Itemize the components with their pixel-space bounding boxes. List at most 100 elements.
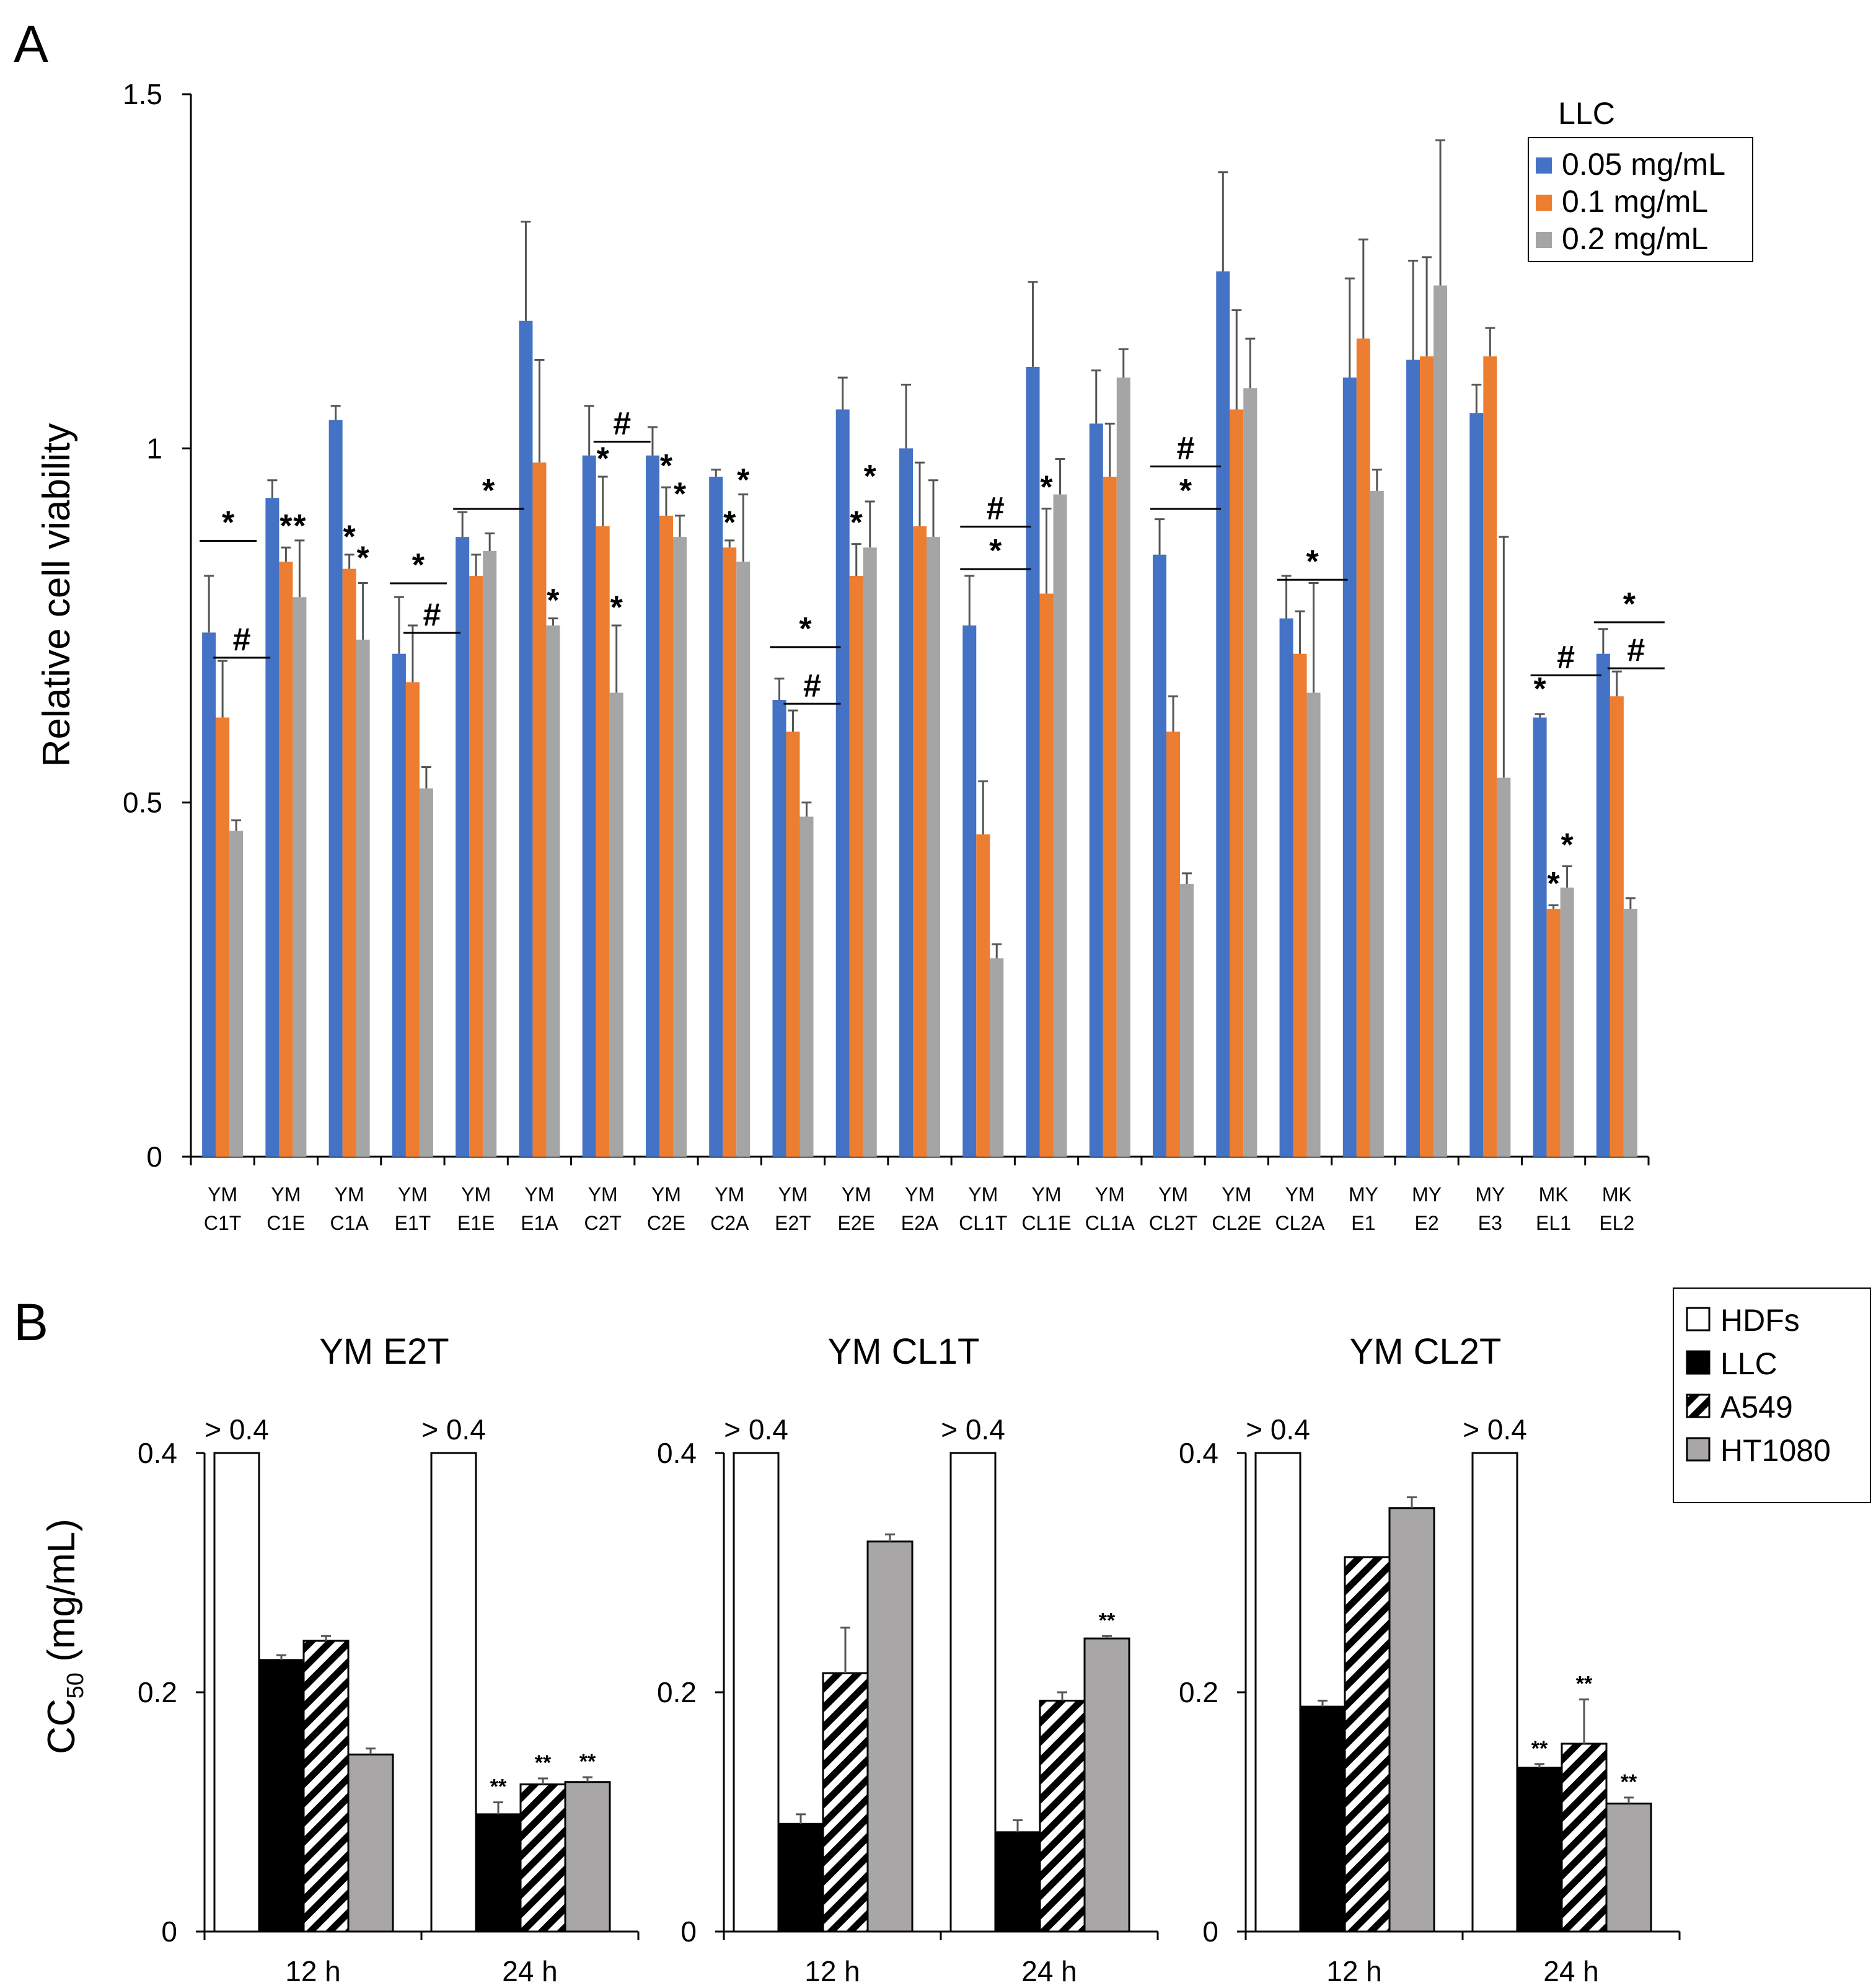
- bar-a549: [1344, 1556, 1391, 1933]
- y-tick-label: 0: [1202, 1915, 1218, 1948]
- bar-hdfs: [949, 1452, 997, 1933]
- bar-blue: [1153, 554, 1167, 1157]
- legend-label-0: 0.05 mg/mL: [1562, 147, 1725, 182]
- bar-gray: [1306, 692, 1321, 1157]
- panel-b-label: B: [14, 1293, 48, 1351]
- bar-hdfs: [213, 1452, 260, 1933]
- category-label-line2: C1T: [204, 1212, 241, 1234]
- category-label-line2: CL2A: [1275, 1212, 1326, 1234]
- bar-gray: [293, 597, 307, 1157]
- bar-orange: [1230, 409, 1244, 1157]
- significance-mark: *: [1547, 866, 1560, 902]
- bar-orange: [1103, 477, 1117, 1157]
- y-tick-label: 0: [146, 1141, 162, 1173]
- category-label-line2: E1A: [521, 1212, 558, 1234]
- group-label: 24 h: [502, 1955, 558, 1983]
- category-label-line2: C2T: [584, 1212, 621, 1234]
- legend-b-label-1: LLC: [1720, 1346, 1777, 1381]
- significance-mark: *: [1179, 473, 1192, 509]
- category-label-line2: E2T: [775, 1212, 811, 1234]
- bar-blue: [1533, 717, 1547, 1157]
- bar-orange: [405, 682, 420, 1157]
- bar-hdfs: [1254, 1452, 1301, 1933]
- category-label-line1: YM: [651, 1183, 681, 1206]
- significance-mark: **: [1576, 1672, 1593, 1696]
- panel-b-chart: CC50 (mg/mL) YM E2T 0 0.2 0.4 12 h > 0.4 24 h *…: [40, 1287, 1871, 1983]
- category-label-line2: CL2T: [1149, 1212, 1197, 1234]
- category-label-line1: YM: [1032, 1183, 1062, 1206]
- ylabel-unit: (mg/mL): [40, 1519, 83, 1672]
- y-tick-label: 1: [146, 432, 162, 464]
- category-label-line2: CL2E: [1212, 1212, 1261, 1234]
- bar-blue: [1342, 378, 1357, 1157]
- significance-mark: *: [989, 533, 1002, 569]
- bar-gray: [1433, 285, 1448, 1157]
- subplot-title: YM E2T: [319, 1332, 449, 1372]
- category-label-line1: MY: [1349, 1183, 1378, 1206]
- bar-blue: [519, 320, 533, 1157]
- significance-mark: *: [1623, 586, 1636, 622]
- significance-mark: *: [1561, 827, 1574, 863]
- bar-gray: [483, 551, 497, 1157]
- category-label-line2: CL1A: [1085, 1212, 1135, 1234]
- significance-mark: *: [723, 505, 736, 541]
- panel-a-legend: LLC 0.05 mg/mL 0.1 mg/mL 0.2 mg/mL: [1528, 96, 1753, 262]
- group-label: 24 h: [1543, 1955, 1599, 1983]
- category-label-line2: E2: [1415, 1212, 1439, 1234]
- significance-mark: *: [547, 583, 560, 619]
- bar-gray: [799, 816, 814, 1157]
- category-label-line1: MY: [1475, 1183, 1505, 1206]
- bar-blue: [265, 498, 280, 1157]
- overflow-label: > 0.4: [941, 1413, 1005, 1446]
- bar-blue: [456, 537, 470, 1157]
- bar-orange: [1610, 696, 1624, 1157]
- significance-mark: *: [850, 505, 863, 541]
- legend-swatch-hdfs: [1686, 1307, 1711, 1332]
- bar-gray: [1560, 887, 1574, 1157]
- y-tick-label: 0.4: [1179, 1437, 1218, 1469]
- significance-mark: *: [864, 459, 877, 495]
- group-label: 24 h: [1021, 1955, 1077, 1983]
- bar-orange: [723, 547, 737, 1157]
- y-tick-label: 0.4: [657, 1437, 697, 1469]
- ylabel-cc: CC: [40, 1698, 83, 1754]
- bar-orange: [1293, 653, 1307, 1157]
- bar-hdfs: [430, 1452, 477, 1933]
- bar-orange: [342, 568, 356, 1157]
- category-label-line1: YM: [588, 1183, 618, 1206]
- significance-mark: *: [222, 505, 235, 541]
- bar-orange: [532, 462, 547, 1157]
- bar-orange: [659, 515, 673, 1157]
- bar-orange: [976, 834, 990, 1157]
- significance-mark: *: [293, 508, 306, 544]
- bar-gray: [1370, 490, 1384, 1157]
- legend-label-1: 0.1 mg/mL: [1562, 184, 1708, 219]
- significance-mark: *: [1533, 671, 1546, 707]
- significance-mark: *: [280, 508, 293, 544]
- legend-swatch-gray: [1536, 232, 1552, 248]
- bar-blue: [582, 455, 596, 1157]
- bar-blue: [835, 409, 850, 1157]
- category-label-line2: E2A: [901, 1212, 939, 1234]
- legend-swatch-llc: [1686, 1350, 1711, 1375]
- legend-box: [1528, 137, 1753, 262]
- panel-a-category-labels: YM C1T YM C1E YM C1A YM E1T YM E1E YM E1A YM C2T YM C2E…: [204, 1183, 1634, 1234]
- subplot-title: YM CL2T: [1350, 1332, 1502, 1372]
- category-label-line2: E1T: [395, 1212, 431, 1234]
- panel-a-axes: 0 0.5 1 1.5: [123, 78, 1650, 1173]
- bar-blue: [1089, 423, 1103, 1157]
- group-label: 12 h: [1326, 1955, 1382, 1983]
- category-label-line1: YM: [968, 1183, 998, 1206]
- bar-blue: [709, 477, 723, 1157]
- bar-blue: [962, 625, 977, 1157]
- bar-ht1080: [866, 1540, 914, 1933]
- bar-blue: [1406, 360, 1420, 1157]
- significance-mark: **: [1099, 1609, 1116, 1632]
- bar-gray: [419, 788, 433, 1157]
- category-label-line1: MK: [1539, 1183, 1569, 1206]
- bar-orange: [279, 562, 293, 1157]
- bar-gray: [736, 562, 751, 1157]
- overflow-label: > 0.4: [1246, 1413, 1310, 1446]
- panel-a-y-axis-label: Relative cell viability: [35, 423, 78, 767]
- significance-mark: #: [1177, 430, 1195, 466]
